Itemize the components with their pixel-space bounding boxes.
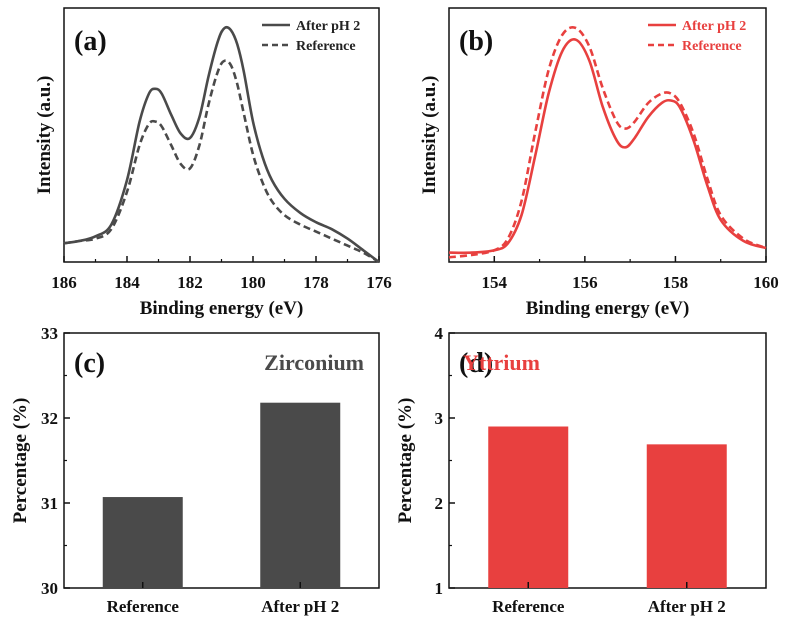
- x-tick-label: 154: [482, 273, 508, 292]
- chart-panel-3: (c) 30 31 32 33 Percentage (%) Reference After …: [10, 324, 380, 616]
- legend-label: After pH 2: [682, 19, 746, 34]
- y-tick-label: 2: [435, 494, 444, 513]
- x-tick-label: 160: [753, 273, 779, 292]
- y-tick-label: 1: [435, 579, 444, 598]
- y-axis-label: Intensity (a.u.): [34, 76, 55, 195]
- panel-label: (a): [74, 26, 107, 57]
- bar-reference: [488, 426, 569, 588]
- plot-frame: [448, 7, 767, 263]
- x-tick-label: 176: [366, 273, 392, 292]
- chart-panel-4: (d) 1 2 3 4 Percentage (%) Reference After pH 2…: [395, 324, 767, 616]
- chart-panel-2: (b) 154 156 158 160 Binding energy (eV) Intens…: [419, 7, 779, 319]
- x-tick-label: Reference: [107, 597, 180, 616]
- element-annotation: Yttrium: [463, 350, 540, 375]
- bar-after-ph2: [646, 444, 727, 588]
- x-tick-label: 180: [240, 273, 266, 292]
- x-tick-label: 184: [114, 273, 140, 292]
- x-tick-label: Reference: [492, 597, 565, 616]
- legend-label: After pH 2: [296, 19, 360, 34]
- y-tick-label: 31: [41, 494, 58, 513]
- x-tick-label: 156: [572, 273, 598, 292]
- y-tick-label: 30: [41, 579, 58, 598]
- panel-label: (b): [459, 26, 493, 57]
- legend-label: Reference: [682, 39, 742, 54]
- series-line-reference: [448, 26, 767, 259]
- y-tick-label: 33: [41, 324, 58, 343]
- x-tick-label: After pH 2: [648, 597, 726, 616]
- series-line-after-ph2: [63, 26, 380, 264]
- x-tick-label: 178: [303, 273, 329, 292]
- panel-label: (c): [74, 348, 105, 379]
- bar-after-ph2: [260, 402, 341, 588]
- chart-panel-1: (a) 186 184 182 180 178 176 Binding energy (eV)…: [34, 7, 392, 319]
- bar-reference: [102, 497, 183, 588]
- x-tick-label: After pH 2: [261, 597, 339, 616]
- x-tick-label: 186: [51, 273, 77, 292]
- panel-label: (d): [459, 348, 493, 379]
- x-axis-label: Binding energy (eV): [526, 298, 690, 319]
- series-line-reference: [63, 59, 380, 264]
- y-axis-label: Percentage (%): [395, 398, 416, 524]
- x-tick-label: 182: [177, 273, 203, 292]
- series-line-after-ph2: [448, 38, 767, 255]
- legend-label: Reference: [296, 39, 356, 54]
- x-tick-label: 158: [663, 273, 689, 292]
- element-annotation: Zirconium: [264, 350, 364, 375]
- y-axis-label: Intensity (a.u.): [419, 76, 440, 195]
- x-axis-label: Binding energy (eV): [140, 298, 304, 319]
- y-tick-label: 3: [435, 409, 444, 428]
- y-tick-label: 32: [41, 409, 58, 428]
- y-axis-label: Percentage (%): [10, 398, 31, 524]
- y-tick-label: 4: [435, 324, 444, 343]
